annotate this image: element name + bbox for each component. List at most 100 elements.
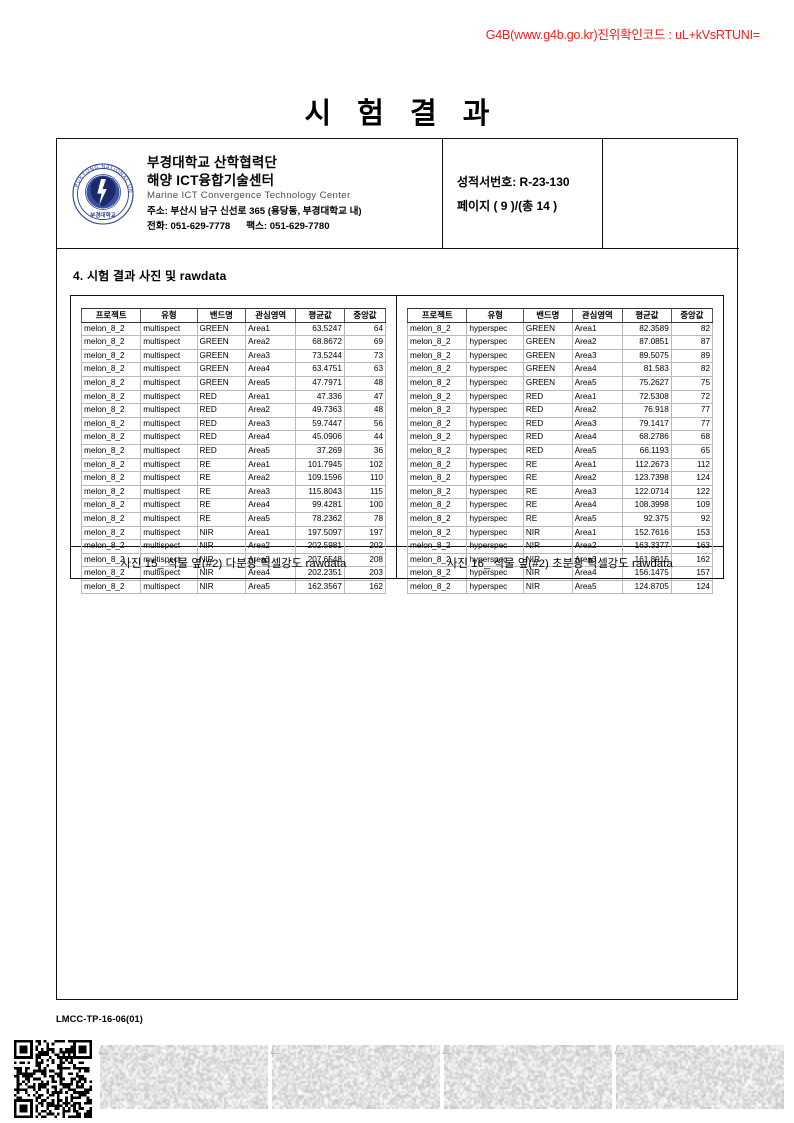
table-cell: multispect: [140, 430, 198, 445]
table-cell: Area1: [245, 525, 297, 541]
table-cell: 101.7945: [295, 457, 345, 473]
table-cell: Area1: [571, 525, 624, 541]
table-cell: 81.583: [622, 362, 672, 377]
org-name-primary: 부경대학교 산학협력단: [147, 154, 278, 170]
table-cell: 92: [670, 511, 714, 527]
table-cell: RE: [196, 471, 247, 486]
column-header-roi: 관심영역: [245, 308, 297, 323]
table-cell: Area5: [245, 443, 297, 459]
table-cell: hyperspec: [466, 335, 524, 350]
table-cell: Area5: [571, 579, 624, 595]
table-row: melon_8_2 multispect NIR Area5 162.3567 162: [80, 579, 387, 595]
table-cell: Area2: [571, 471, 624, 486]
table-cell: 99.4281: [295, 498, 345, 513]
table-cell: NIR: [522, 579, 573, 595]
document-content-frame: PUKYONG NATIONAL UNIVERSITY 부경대학교 부경대학교 …: [56, 138, 739, 1000]
table-cell: melon_8_2: [406, 321, 468, 337]
table-cell: 64: [343, 321, 387, 337]
table-cell: 110: [343, 471, 387, 486]
table-cell: RED: [522, 443, 573, 459]
table-cell: melon_8_2: [80, 457, 142, 473]
table-cell: RED: [522, 416, 573, 432]
table-cell: RED: [196, 443, 247, 459]
table-cell: 47: [343, 389, 387, 405]
table-row: melon_8_2 hyperspec RED Area2 76.918 77: [406, 403, 714, 418]
table-row: melon_8_2 hyperspec GREEN Area4 81.583 82: [406, 362, 714, 377]
table-cell: 79.1417: [622, 416, 672, 432]
table-cell: 124.8705: [622, 579, 672, 595]
table-cell: 68.2786: [622, 430, 672, 445]
table-row: melon_8_2 hyperspec NIR Area3 161.8915 162: [406, 552, 714, 568]
table-cell: GREEN: [522, 321, 573, 337]
university-seal-logo-icon: PUKYONG NATIONAL UNIVERSITY 부경대학교: [69, 158, 135, 226]
table-cell: 124: [670, 579, 714, 595]
table-cell: GREEN: [522, 375, 573, 391]
table-cell: 72.5308: [622, 389, 672, 405]
table-row: melon_8_2 hyperspec RED Area5 66.1193 65: [406, 443, 714, 459]
table-row: melon_8_2 hyperspec GREEN Area3 89.5075 89: [406, 348, 714, 364]
table-cell: melon_8_2: [80, 375, 142, 391]
table-cell: RED: [522, 430, 573, 445]
table-cell: NIR: [196, 525, 247, 541]
table-cell: melon_8_2: [80, 498, 142, 513]
table-cell: Area3: [245, 416, 297, 432]
table-cell: melon_8_2: [80, 525, 142, 541]
table-cell: multispect: [140, 457, 198, 473]
table-cell: RE: [522, 471, 573, 486]
table-cell: GREEN: [196, 362, 247, 377]
scan-texture-canvas: [444, 1045, 612, 1109]
table-cell: melon_8_2: [406, 484, 468, 500]
table-cell: melon_8_2: [406, 457, 468, 473]
table-cell: Area4: [571, 430, 624, 445]
table-cell: 203: [343, 566, 387, 581]
table-cell: Area2: [571, 403, 624, 418]
table-row: melon_8_2 multispect RE Area3 115.8043 115: [80, 484, 387, 500]
org-name-english: Marine ICT Convergence Technology Center: [147, 190, 351, 202]
table-row: melon_8_2 multispect NIR Area3 207.6548 208: [80, 552, 387, 568]
table-cell: 124: [670, 471, 714, 486]
table-cell: 72: [670, 389, 714, 405]
table-cell: 56: [343, 416, 387, 432]
table-cell: hyperspec: [466, 403, 524, 418]
table-cell: 77: [670, 403, 714, 418]
table-cell: melon_8_2: [80, 430, 142, 445]
table-cell: hyperspec: [466, 375, 524, 391]
table-cell: 48: [343, 403, 387, 418]
table-cell: melon_8_2: [80, 416, 142, 432]
table-cell: 77: [670, 416, 714, 432]
table-cell: RE: [522, 511, 573, 527]
table-cell: Area4: [245, 430, 297, 445]
table-cell: multispect: [140, 389, 198, 405]
table-cell: GREEN: [196, 321, 247, 337]
table-cell: melon_8_2: [80, 443, 142, 459]
table-cell: 68: [670, 430, 714, 445]
table-row: melon_8_2 multispect RED Area5 37.269 36: [80, 443, 387, 459]
scan-texture-band: [98, 1045, 268, 1109]
table-row: melon_8_2 multispect GREEN Area3 73.5244 73: [80, 348, 387, 364]
table-cell: multispect: [140, 579, 198, 595]
table-cell: 63.4751: [295, 362, 345, 377]
table-cell: RE: [522, 457, 573, 473]
table-row: melon_8_2 hyperspec RE Area3 122.0714 122: [406, 484, 714, 500]
table-cell: hyperspec: [466, 416, 524, 432]
table-cell: 82.3589: [622, 321, 672, 337]
table-cell: 78.2362: [295, 511, 345, 527]
table-cell: hyperspec: [466, 525, 524, 541]
table-cell: Area5: [571, 375, 624, 391]
table-cell: multispect: [140, 443, 198, 459]
table-cell: 197.5097: [295, 525, 345, 541]
table-cell: GREEN: [522, 362, 573, 377]
table-row: melon_8_2 multispect RE Area1 101.7945 102: [80, 457, 387, 473]
column-header-type: 유형: [140, 308, 198, 323]
table-cell: melon_8_2: [80, 511, 142, 527]
table-cell: Area3: [245, 348, 297, 364]
table-cell: NIR: [196, 579, 247, 595]
table-row: melon_8_2 hyperspec GREEN Area5 75.2627 75: [406, 375, 714, 391]
table-cell: 78: [343, 511, 387, 527]
figure-captions-row: 사진 15_ 식물 옆(#2) 다분광 픽셀강도 rawdata 사진 16_ …: [70, 547, 724, 579]
table-cell: 66.1193: [622, 443, 672, 459]
table-cell: 45.0906: [295, 430, 345, 445]
form-code-label: LMCC-TP-16-06(01): [56, 1014, 143, 1024]
table-cell: 152.7616: [622, 525, 672, 541]
table-cell: Area1: [571, 321, 624, 337]
